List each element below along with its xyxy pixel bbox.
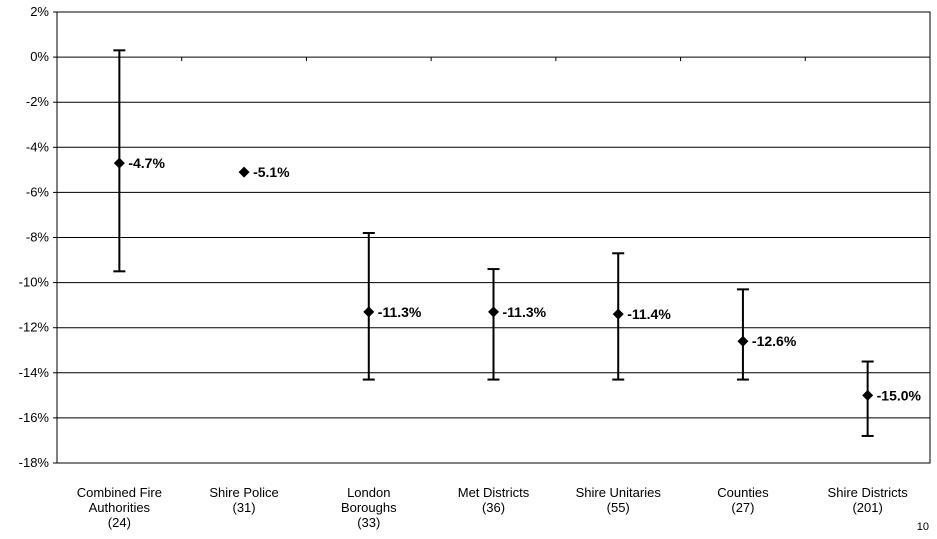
y-tick-label: -2% [26, 94, 50, 109]
y-tick-label: -6% [26, 184, 50, 199]
y-tick-label: -18% [19, 455, 50, 470]
category-label: Counties (27) [717, 485, 769, 515]
data-point-diamond [612, 308, 624, 320]
data-label: -11.4% [627, 306, 671, 322]
page-number: 10 [916, 521, 929, 533]
data-point-diamond [737, 335, 749, 347]
category-label: Met Districts (36) [458, 485, 530, 515]
category-label: Shire Police (31) [209, 485, 278, 515]
data-point-diamond [862, 389, 874, 401]
y-tick-label: -10% [19, 275, 50, 290]
category-label: Shire Unitaries (55) [576, 485, 662, 515]
data-labels: -4.7% -5.1% -11.3% -11.3% -11.4% -12.6% -15.0% [128, 155, 921, 403]
data-label: -5.1% [253, 164, 290, 180]
data-point-diamond [363, 306, 375, 318]
data-points [113, 157, 874, 401]
data-label: -11.3% [378, 304, 422, 320]
y-tick-label: -8% [26, 230, 50, 245]
data-label: -4.7% [128, 155, 165, 171]
category-label: London Boroughs (33) [341, 485, 397, 530]
data-label: -11.3% [503, 304, 547, 320]
y-tick-label: 2% [30, 4, 49, 19]
data-label: -12.6% [752, 333, 797, 349]
data-point-diamond [238, 166, 250, 178]
y-tick-label: -4% [26, 139, 50, 154]
y-tick-label: 0% [30, 49, 49, 64]
y-tick-label: -16% [19, 410, 50, 425]
category-labels: Combined Fire Authorities (24) Shire Police… [77, 485, 909, 530]
data-label: -15.0% [877, 387, 922, 403]
gridlines [56, 11, 931, 464]
data-point-diamond [488, 306, 499, 318]
y-tick-label: -14% [19, 365, 50, 380]
error-bars [113, 49, 874, 437]
y-tick-label: -12% [19, 320, 50, 335]
category-label: Shire Districts (201) [828, 485, 909, 515]
data-point-diamond [113, 157, 125, 169]
y-axis: 2% 0% -2% -4% -6% -8% -10% -12% -14% -16% -18% [19, 4, 57, 470]
category-label: Combined Fire Authorities (24) [77, 485, 162, 530]
x-axis [181, 57, 806, 62]
